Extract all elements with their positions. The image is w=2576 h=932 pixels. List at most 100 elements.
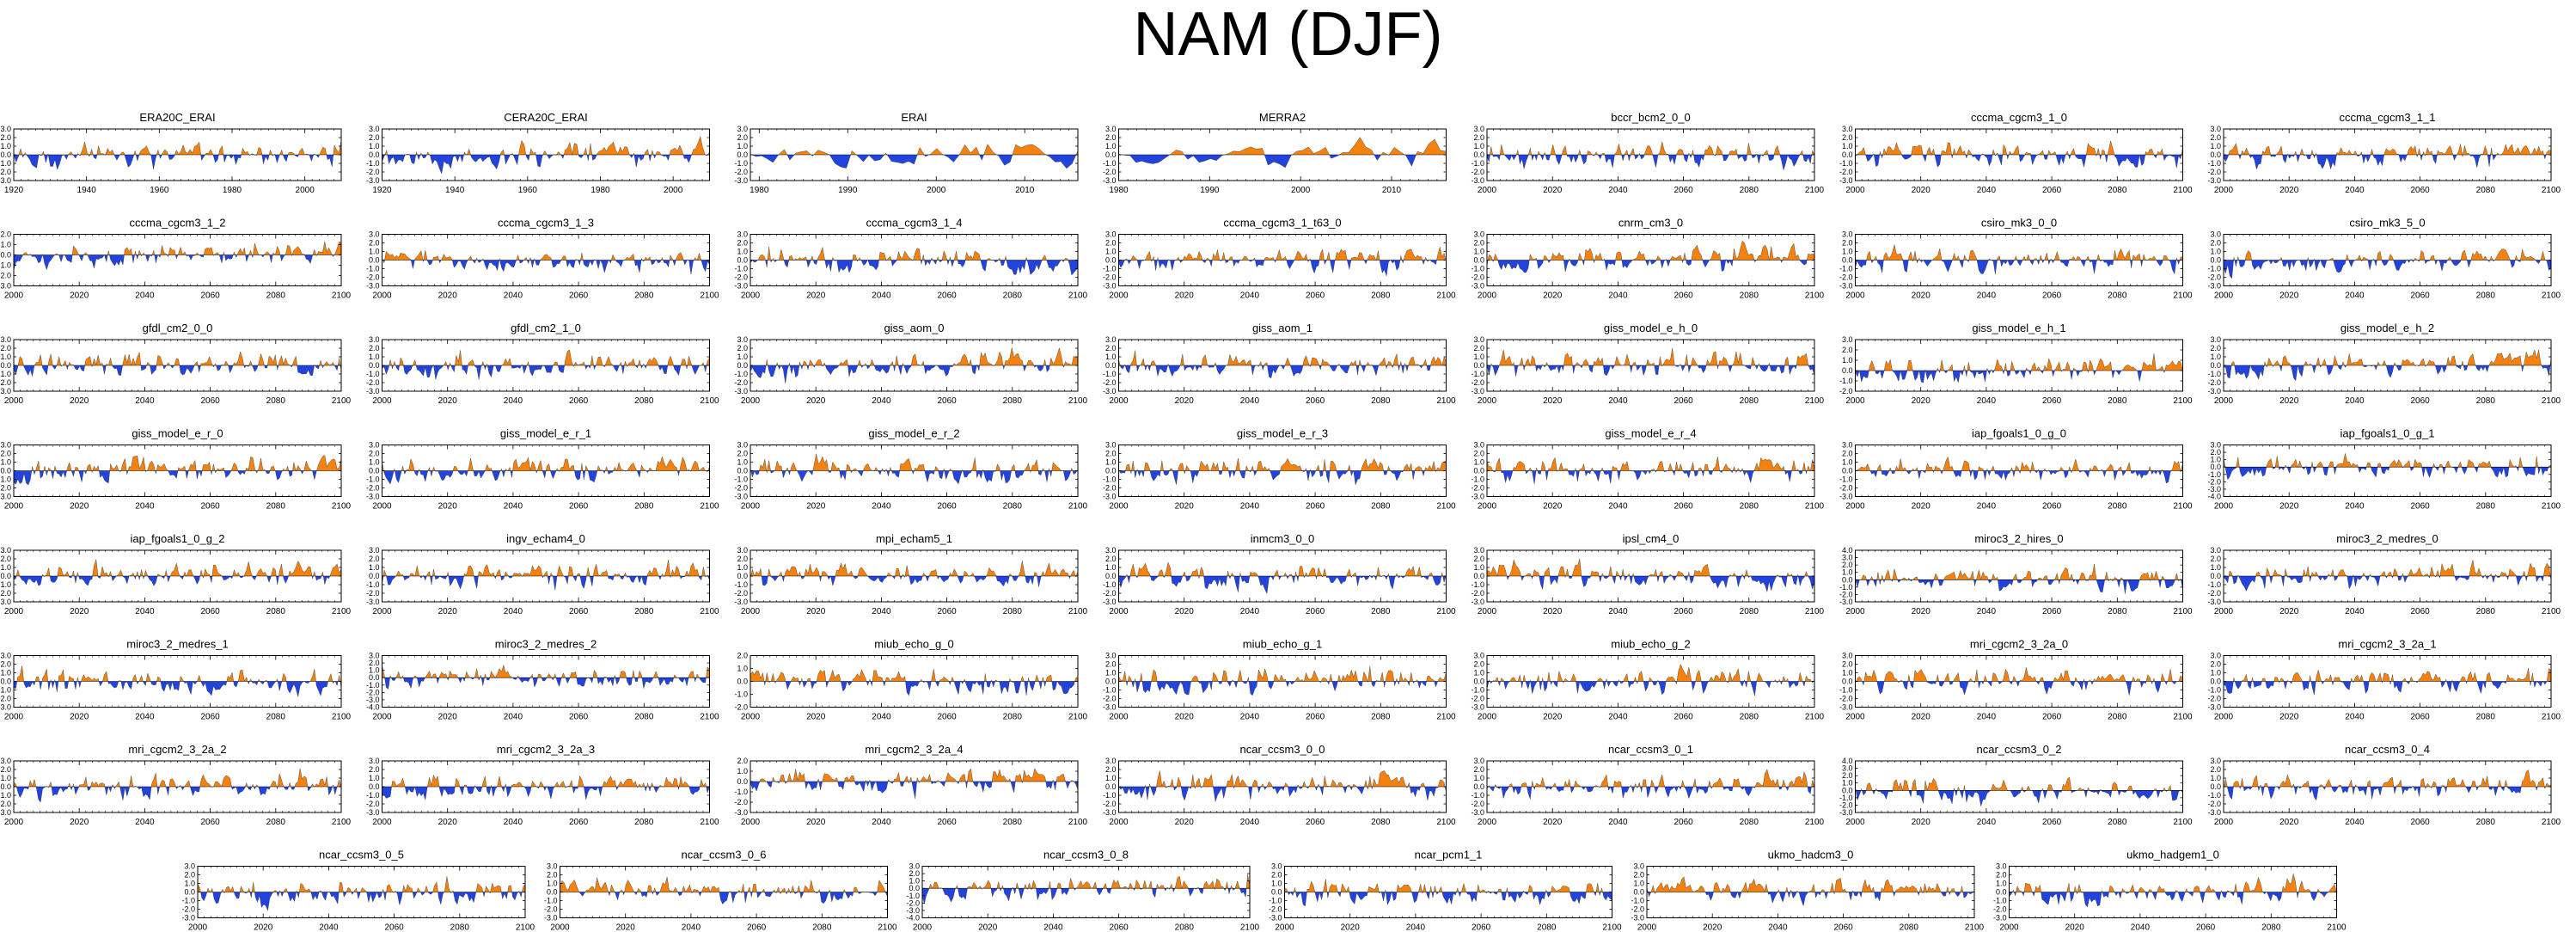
x-tick-label: 1980 (590, 186, 610, 195)
positive-anomaly-area (1855, 353, 2183, 371)
y-tick-label: -2.0 (0, 484, 11, 493)
panel-title: ERA20C_ERAI (139, 111, 215, 124)
y-tick-label: -3.0 (734, 176, 748, 185)
panel-title: giss_model_e_r_2 (868, 427, 959, 440)
negative-anomaly-area (750, 576, 1078, 587)
panel-title: MERRA2 (1259, 111, 1306, 124)
anomaly-line (750, 247, 1079, 276)
x-tick-label: 2080 (1740, 186, 1759, 195)
y-tick-label: 1.0 (1473, 353, 1484, 361)
y-tick-label: 1.0 (369, 353, 380, 361)
x-tick-label: 2020 (806, 607, 826, 616)
y-tick-label: 2.0 (2210, 344, 2221, 353)
panel-title: cnrm_cm3_0 (1618, 217, 1683, 230)
y-tick-label: 2.0 (1842, 133, 1853, 142)
panel-title: giss_model_e_h_1 (1972, 322, 2065, 334)
y-tick-label: 0.0 (2210, 463, 2221, 471)
y-tick-label: 2.0 (1842, 561, 1853, 569)
y-tick-label: -2.0 (366, 589, 380, 598)
panel-title: gfdl_cm2_1_0 (511, 322, 581, 334)
y-tick-label: -1.0 (2207, 580, 2221, 589)
x-tick-label: 2060 (1673, 396, 1693, 406)
x-tick-label: 2020 (1912, 396, 1931, 406)
y-tick-label: -1.0 (1103, 265, 1117, 273)
y-tick-label: -1.0 (1103, 475, 1117, 484)
x-tick-label: 2100 (1436, 607, 1456, 616)
y-tick-label: -1.0 (1471, 475, 1484, 484)
y-tick-label: 1.0 (0, 142, 11, 150)
x-tick-label: 2000 (741, 396, 761, 406)
x-tick-label: 2100 (1068, 607, 1088, 616)
chart-panel: cccma_cgcm3_1_2 2.0 1.0 0.0-1.0 -2.0 -3.02000… (0, 217, 352, 301)
x-tick-label: 2080 (1740, 607, 1759, 616)
anomaly-line (13, 351, 342, 377)
y-tick-label: -3.0 (0, 387, 11, 395)
y-tick-label: 2.0 (2210, 448, 2221, 457)
negative-anomaly-area (14, 470, 341, 486)
positive-anomaly-area (1855, 141, 2183, 155)
y-tick-label: -3.0 (366, 493, 380, 501)
y-tick-label: 0.0 (1842, 366, 1853, 375)
x-tick-label: 2100 (1805, 396, 1825, 406)
y-tick-label: -2.0 (2207, 273, 2221, 282)
y-tick-label: -2.0 (2207, 168, 2221, 176)
y-tick-label: 3.0 (737, 125, 748, 133)
y-tick-label: -3.0 (366, 176, 380, 185)
y-tick-label: -3.0 (2207, 598, 2221, 606)
y-tick-label: 2.0 (1105, 239, 1117, 248)
x-tick-label: 1980 (750, 186, 769, 195)
y-tick-label: 2.0 (1473, 344, 1484, 353)
negative-anomaly-area (2224, 576, 2551, 592)
negative-anomaly-area (750, 470, 1078, 484)
x-tick-label: 2040 (1977, 607, 1997, 616)
y-tick-label: -2.0 (0, 378, 11, 387)
x-tick-label: 2100 (2542, 502, 2561, 512)
anomaly-line (13, 559, 342, 586)
y-tick-label: -1.0 (734, 265, 748, 273)
y-tick-label: 0.0 (2210, 572, 2221, 580)
y-tick-label: 3.0 (0, 441, 11, 450)
x-tick-label: 2080 (1371, 607, 1391, 616)
y-tick-label: 1.0 (737, 563, 748, 572)
chart-panel: iap_fgoals1_0_g_2 3.02.01.00.0-1.0-2.0-3.… (0, 532, 352, 616)
x-tick-label: 2020 (1175, 396, 1195, 406)
y-tick-label: 3.0 (1842, 335, 1853, 344)
y-tick-label: -1.0 (734, 159, 748, 168)
x-tick-label: 2000 (927, 186, 946, 195)
y-tick-label: -2.0 (0, 589, 11, 598)
y-tick-label: 3.0 (1105, 546, 1117, 555)
y-tick-label: -3.0 (1839, 493, 1853, 501)
x-tick-label: 2020 (438, 502, 458, 512)
negative-anomaly-area (1118, 365, 1447, 378)
anomaly-line (2223, 248, 2552, 279)
x-tick-label: 2080 (2108, 291, 2127, 301)
x-tick-label: 2100 (1805, 607, 1825, 616)
x-tick-label: 2060 (200, 291, 220, 301)
y-tick-label: 4.0 (1842, 546, 1853, 555)
y-tick-label: -3.0 (2207, 176, 2221, 185)
panel-title: inmcm3_0_0 (1251, 532, 1314, 545)
y-tick-label: 2.0 (1842, 239, 1853, 248)
x-tick-label: 2060 (200, 502, 220, 512)
y-tick-label: 2.0 (1105, 344, 1117, 353)
y-tick-label: 1.0 (369, 563, 380, 572)
negative-anomaly-area (750, 155, 1078, 169)
y-tick-label: 3.0 (737, 230, 748, 239)
negative-anomaly-area (1487, 576, 1814, 592)
y-tick-label: 2.0 (369, 555, 380, 563)
panel-title: ipsl_cm4_0 (1623, 532, 1680, 545)
y-tick-label: 1.0 (1105, 248, 1117, 256)
x-tick-label: 1960 (518, 186, 538, 195)
chart-panel: gfdl_cm2_1_0 3.02.01.00.0-1.0-2.0-3.02000… (366, 322, 719, 406)
y-tick-label: -1.0 (366, 265, 380, 273)
x-tick-label: 2000 (372, 607, 392, 616)
panel-title: miroc3_2_medres_0 (2336, 532, 2438, 545)
panel-title: ingv_echam4_0 (506, 532, 585, 545)
x-tick-label: 2000 (1478, 186, 1497, 195)
chart-panel: iap_fgoals1_0_g_1 3.02.01.00.0-1.0-2.0-3.… (2207, 427, 2561, 512)
y-tick-label: -1.0 (1471, 370, 1484, 378)
y-tick-label: 2.0 (369, 450, 380, 458)
y-tick-label: 0.0 (369, 467, 380, 475)
x-tick-label: 2040 (872, 291, 891, 301)
